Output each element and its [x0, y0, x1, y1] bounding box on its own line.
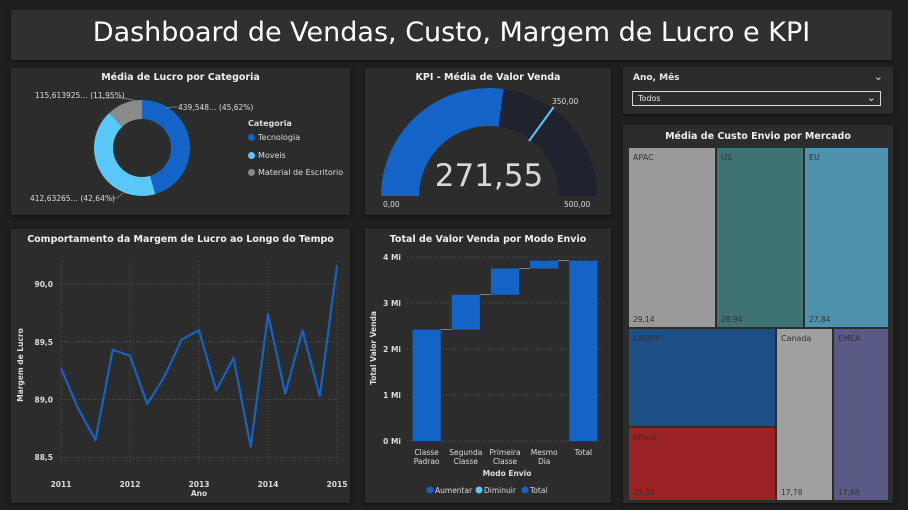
- line-y-tick: 89,5: [34, 338, 53, 347]
- gauge-chart[interactable]: 271,55 0,00 500,00 350,00: [365, 68, 611, 215]
- line-series[interactable]: [59, 265, 339, 448]
- legend-dot-icon: [248, 152, 255, 159]
- kpi-title: KPI - Média de Valor Venda: [415, 72, 561, 83]
- treemap-cell-value: 27,84: [809, 315, 831, 324]
- waterfall-chart[interactable]: 0 Mi1 Mi2 Mi3 Mi4 Mi ClassePadraoSegunda…: [365, 229, 611, 503]
- legend-item-material[interactable]: Material de Escritorio: [248, 168, 343, 177]
- chevron-down-icon[interactable]: ⌄: [873, 70, 883, 83]
- line-x-tick: 2012: [120, 480, 141, 489]
- wf-bar[interactable]: [451, 294, 480, 330]
- slicer-title: Ano, Mês: [633, 73, 680, 83]
- kpi-panel[interactable]: KPI - Média de Valor Venda 271,55 0,00 5…: [365, 68, 611, 215]
- wf-y-tick: 1 Mi: [383, 391, 401, 400]
- slicer-panel[interactable]: Ano, Mês ⌄ Todos ⌄: [623, 67, 893, 114]
- wf-x-tick: Classe: [454, 457, 479, 466]
- donut-slice-tecnologia[interactable]: [142, 100, 190, 195]
- donut-chart[interactable]: 115,613925… (11,95%) 439,548… (45,62%) 4…: [11, 68, 350, 215]
- wf-y-tick: 0 Mi: [383, 437, 401, 446]
- slice-label-material: 115,613925… (11,95%): [35, 91, 125, 100]
- gauge-value: 271,55: [435, 158, 543, 194]
- wf-x-tick: Dia: [538, 457, 550, 466]
- treemap-title: Média de Custo Envio por Mercado: [665, 131, 851, 142]
- line-x-tick: 2011: [51, 480, 72, 489]
- treemap-cell-apac[interactable]: APAC 29,14: [628, 147, 716, 328]
- gauge-target-label: 350,00: [552, 97, 578, 106]
- treemap-cell-label: APAC: [633, 153, 654, 162]
- line-x-axis-label: Ano: [191, 489, 207, 498]
- legend-dot-icon: [248, 134, 255, 141]
- line-y-tick: 90,0: [34, 280, 53, 289]
- treemap-cell-emea[interactable]: EMEA 17,48: [833, 328, 889, 501]
- treemap-cell-label: Canada: [781, 334, 812, 343]
- legend-item-moveis[interactable]: Moveis: [248, 151, 286, 160]
- donut-panel[interactable]: Média de Lucro por Categoria 115,613925……: [11, 68, 350, 215]
- line-x-tick: 2015: [327, 480, 348, 489]
- wf-x-tick: Classe: [493, 457, 518, 466]
- slicer-dropdown[interactable]: Todos ⌄: [632, 91, 881, 106]
- donut-title: Média de Lucro por Categoria: [101, 72, 260, 83]
- waterfall-title: Total de Valor Venda por Modo Envio: [389, 234, 587, 245]
- wf-legend-aumentar: Aumentar: [435, 486, 473, 495]
- treemap-cell-canada[interactable]: Canada 17,78: [776, 328, 833, 501]
- treemap-cell-us[interactable]: US 28,94: [716, 147, 804, 328]
- wf-legend-total: Total: [529, 486, 548, 495]
- treemap-cell-value: 17,48: [838, 488, 860, 497]
- line-y-axis-label: Margem de Lucro: [16, 328, 25, 402]
- wf-bar[interactable]: [530, 260, 559, 269]
- wf-y-tick: 3 Mi: [383, 299, 401, 308]
- treemap-cell-label: US: [721, 153, 732, 162]
- wf-x-tick: Segunda: [449, 448, 482, 457]
- slice-label-moveis: 412,63265… (42,64%): [30, 194, 115, 203]
- slicer-value: Todos: [638, 94, 661, 103]
- legend-title: Categoria: [248, 119, 292, 128]
- donut-slice-material-de-escritorio[interactable]: [109, 100, 142, 127]
- donut-slice-moveis[interactable]: [93, 112, 156, 197]
- treemap-cell-label: Africa: [633, 433, 656, 442]
- treemap-cell-label: EMEA: [838, 334, 861, 343]
- wf-y-tick: 4 Mi: [383, 253, 401, 262]
- treemap-cell-africa[interactable]: Africa 23,93: [628, 427, 776, 501]
- treemap-cell-label: LATAM: [633, 334, 660, 343]
- wf-x-tick: Classe: [414, 448, 439, 457]
- treemap-cell-value: 17,78: [781, 488, 803, 497]
- line-y-tick: 89,0: [34, 396, 53, 405]
- wf-bar[interactable]: [412, 329, 441, 441]
- slice-label-tecnologia: 439,548… (45,62%): [178, 103, 253, 112]
- treemap-cell-eu[interactable]: EU 27,84: [804, 147, 889, 328]
- line-title: Comportamento da Margem de Lucro ao Long…: [27, 234, 334, 245]
- wf-x-tick: Primeira: [489, 448, 520, 457]
- gauge-fill: [381, 88, 504, 196]
- gauge-max-label: 500,00: [564, 200, 590, 209]
- dropdown-chevron-icon: ⌄: [866, 91, 876, 104]
- treemap-cell-value: 23,93: [633, 488, 655, 497]
- wf-y-tick: 2 Mi: [383, 345, 401, 354]
- treemap-chart[interactable]: APAC 29,14 US 28,94 EU 27,84 LATAM Afric…: [628, 147, 889, 501]
- line-y-tick: 88,5: [34, 453, 53, 462]
- line-panel[interactable]: Comportamento da Margem de Lucro ao Long…: [11, 229, 350, 503]
- title-panel: Dashboard de Vendas, Custo, Margem de Lu…: [11, 10, 892, 60]
- wf-x-tick: Padrao: [414, 457, 440, 466]
- wf-legend-diminuir: Diminuir: [484, 486, 517, 495]
- treemap-cell-value: 29,14: [633, 315, 655, 324]
- treemap-cell-value: 28,94: [721, 315, 743, 324]
- treemap-cell-label: EU: [809, 153, 820, 162]
- legend-dot-icon: [248, 169, 255, 176]
- line-chart[interactable]: 90,0 89,5 89,0 88,5 2011 2012 2013 2014 2015 Ano…: [11, 229, 350, 503]
- gauge-target-marker: [528, 106, 555, 142]
- waterfall-panel[interactable]: Total de Valor Venda por Modo Envio 0 Mi…: [365, 229, 611, 503]
- wf-bar[interactable]: [490, 268, 520, 295]
- wf-x-tick: Mesmo: [531, 448, 558, 457]
- wf-bar[interactable]: [569, 260, 598, 441]
- wf-y-axis-label: Total Valor Venda: [369, 311, 378, 385]
- wf-x-axis-label: Modo Envio: [483, 469, 532, 478]
- wf-legend: Aumentar Diminuir Total: [426, 486, 548, 495]
- gauge-min-label: 0,00: [383, 200, 400, 209]
- treemap-panel[interactable]: Média de Custo Envio por Mercado APAC 29…: [623, 125, 893, 503]
- line-x-tick: 2014: [258, 480, 279, 489]
- line-x-tick: 2013: [189, 480, 210, 489]
- wf-x-tick: Total: [574, 448, 593, 457]
- legend-item-tecnologia[interactable]: Tecnologia: [248, 133, 300, 142]
- page-title: Dashboard de Vendas, Custo, Margem de Lu…: [92, 17, 811, 48]
- treemap-cell-latam[interactable]: LATAM: [628, 328, 776, 427]
